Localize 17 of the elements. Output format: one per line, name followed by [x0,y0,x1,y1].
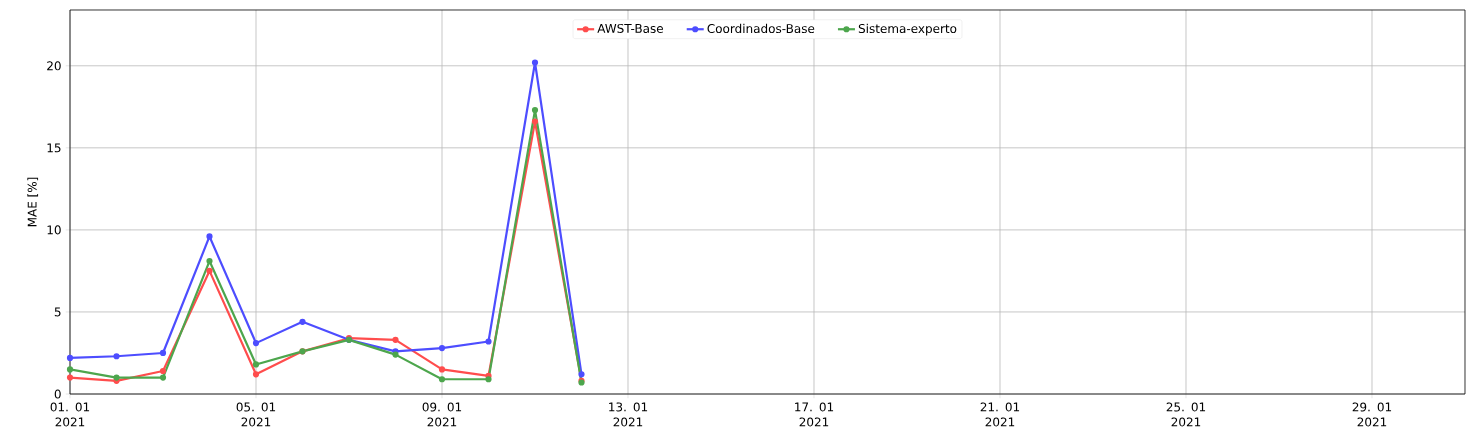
x-tick-label: 25. 01 2021 [1166,402,1206,427]
y-axis-title: MAE [%] [27,177,39,227]
x-tick-label: 09. 01 2021 [422,402,462,427]
legend-label: AWST-Base [597,23,663,33]
y-tick-label: 10 [47,225,61,235]
y-tick-label: 20 [47,61,61,71]
x-tick-label: 21. 01 2021 [980,402,1020,427]
y-tick-label: 0 [54,389,61,399]
x-tick-label: 05. 01 2021 [236,402,276,427]
x-tick-label: 01. 01 2021 [50,402,90,427]
legend-label: Coordinados-Base [707,23,815,34]
y-tick-label: 5 [54,307,61,317]
x-tick-label: 13. 01 2021 [609,402,648,427]
legend-label: Sistema-experto [858,23,957,36]
x-tick-label: 17. 01 2021 [795,402,834,427]
y-tick-label: 15 [47,143,61,153]
x-tick-label: 29. 01 2021 [1352,402,1392,427]
